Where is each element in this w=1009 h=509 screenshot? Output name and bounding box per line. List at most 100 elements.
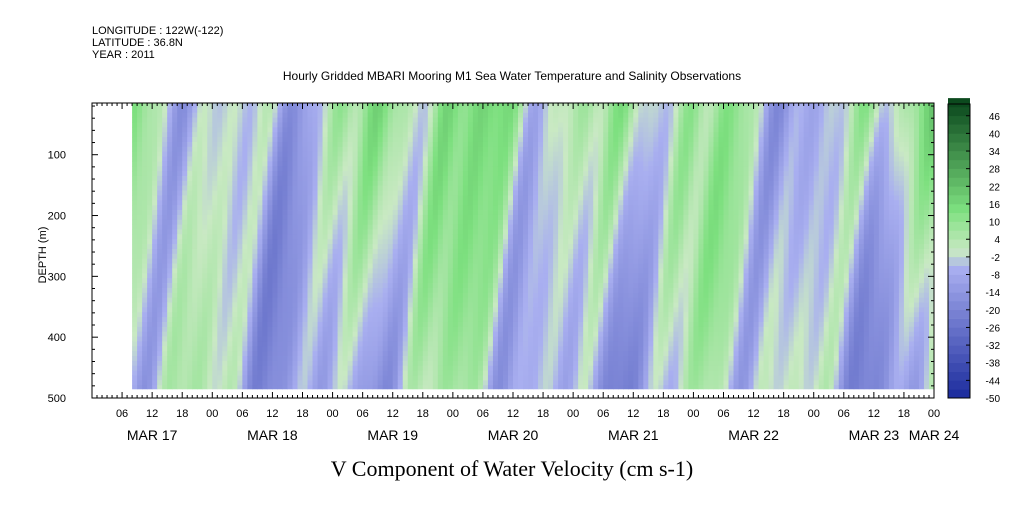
heatmap-cell: [387, 365, 394, 372]
heatmap-cell: [407, 380, 414, 386]
heatmap-cell: [548, 268, 554, 274]
heatmap-cell: [513, 248, 519, 255]
heatmap-cell: [182, 107, 188, 114]
heatmap-cell: [492, 137, 499, 143]
heatmap-cell: [387, 151, 394, 157]
heatmap-cell: [242, 268, 248, 274]
heatmap-cell: [422, 248, 429, 255]
heatmap-cell: [282, 127, 288, 133]
heatmap-cell: [447, 365, 454, 372]
heatmap-cell: [387, 326, 394, 333]
heatmap-cell: [427, 244, 434, 250]
heatmap-cell: [442, 356, 449, 362]
heatmap-cell: [452, 132, 459, 138]
heatmap-cell: [187, 214, 193, 221]
heatmap-cell: [317, 331, 323, 337]
heatmap-cell: [402, 195, 409, 201]
heatmap-cell: [197, 107, 203, 114]
heatmap-cell: [257, 356, 263, 362]
heatmap-cell: [257, 151, 263, 157]
heatmap-cell: [197, 210, 203, 216]
heatmap-cell: [282, 360, 288, 367]
heatmap-cell: [548, 229, 554, 235]
heatmap-cell: [337, 200, 343, 206]
heatmap-cell: [142, 127, 148, 133]
heatmap-cell: [477, 263, 484, 269]
heatmap-cell: [187, 331, 193, 337]
heatmap-cell: [162, 161, 168, 167]
heatmap-cell: [518, 112, 524, 118]
heatmap-cell: [177, 175, 183, 182]
heatmap-cell: [257, 210, 263, 216]
heatmap-cell: [212, 210, 218, 216]
heatmap-cell: [182, 331, 188, 337]
heatmap-cell: [147, 263, 153, 269]
heatmap-cell: [202, 161, 208, 167]
heatmap-cell: [257, 229, 263, 235]
heatmap-cell: [227, 365, 233, 372]
heatmap-cell: [523, 161, 529, 167]
heatmap-cell: [312, 180, 318, 187]
heatmap-cell: [242, 180, 248, 187]
heatmap-cell: [307, 336, 313, 342]
heatmap-cell: [402, 127, 409, 133]
heatmap-cell: [477, 214, 484, 221]
heatmap-cell: [297, 224, 303, 230]
heatmap-cell: [543, 263, 549, 269]
heatmap-cell: [377, 278, 384, 284]
heatmap-cell: [177, 244, 183, 250]
heatmap-cell: [487, 278, 494, 284]
heatmap-cell: [422, 112, 429, 118]
heatmap-cell: [252, 283, 258, 289]
heatmap-cell: [497, 137, 504, 143]
heatmap-cell: [412, 258, 419, 264]
heatmap-cell: [197, 175, 203, 182]
heatmap-cell: [387, 273, 394, 279]
heatmap-cell: [242, 321, 248, 328]
heatmap-cell: [372, 278, 379, 284]
heatmap-cell: [152, 166, 158, 172]
heatmap-cell: [207, 292, 213, 299]
heatmap-cell: [513, 312, 519, 318]
heatmap-cell: [437, 317, 444, 323]
heatmap-cell: [282, 224, 288, 230]
heatmap-cell: [523, 278, 529, 284]
heatmap-cell: [197, 205, 203, 211]
heatmap-cell: [342, 166, 349, 172]
heatmap-cell: [533, 200, 539, 206]
heatmap-cell: [538, 356, 544, 362]
heatmap-cell: [247, 166, 253, 172]
heatmap-cell: [492, 312, 499, 318]
heatmap-cell: [227, 190, 233, 196]
heatmap-cell: [397, 185, 404, 191]
heatmap-cell: [402, 224, 409, 230]
heatmap-cell: [357, 171, 364, 177]
heatmap-cell: [357, 336, 364, 342]
heatmap-cell: [237, 132, 243, 138]
heatmap-cell: [257, 258, 263, 264]
heatmap-cell: [277, 297, 283, 303]
heatmap-cell: [227, 224, 233, 230]
heatmap-cell: [447, 351, 454, 357]
heatmap-cell: [347, 171, 354, 177]
heatmap-cell: [292, 312, 298, 318]
heatmap-cell: [497, 214, 504, 221]
heatmap-cell: [132, 180, 138, 187]
heatmap-cell: [212, 341, 218, 347]
heatmap-cell: [513, 122, 519, 128]
heatmap-cell: [392, 336, 399, 342]
heatmap-cell: [267, 370, 273, 376]
heatmap-cell: [467, 331, 474, 337]
heatmap-cell: [513, 195, 519, 201]
heatmap-cell: [137, 307, 143, 313]
heatmap-cell: [322, 263, 328, 269]
heatmap-cell: [487, 351, 494, 357]
heatmap-cell: [207, 171, 213, 177]
heatmap-cell: [177, 151, 183, 157]
heatmap-cell: [172, 253, 178, 260]
heatmap-cell: [412, 278, 419, 284]
heatmap-cell: [417, 132, 424, 138]
heatmap-cell: [297, 219, 303, 226]
heatmap-cell: [282, 141, 288, 148]
heatmap-cell: [312, 273, 318, 279]
